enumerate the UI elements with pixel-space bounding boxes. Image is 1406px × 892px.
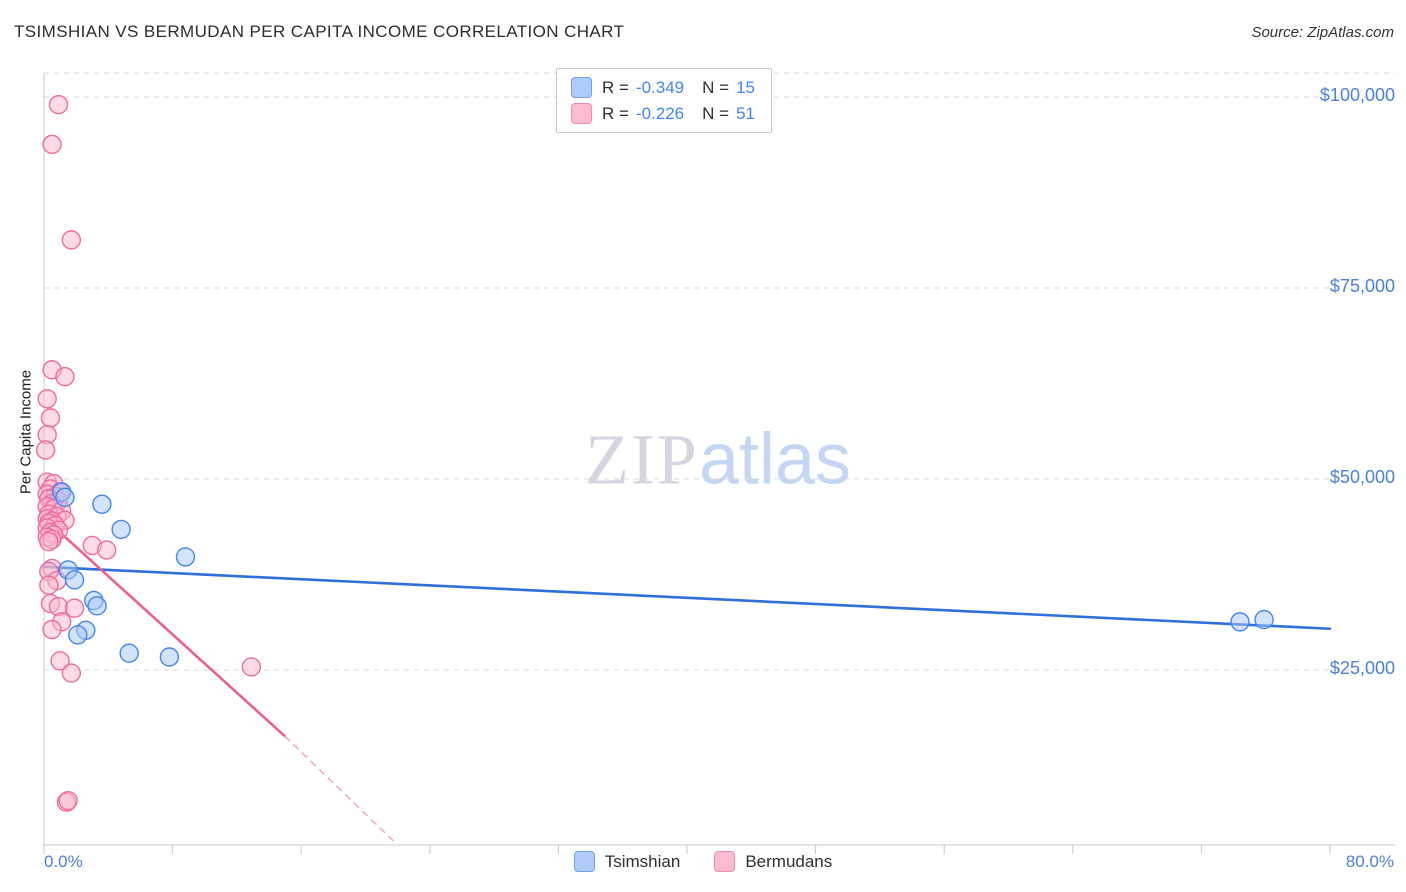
r-label: R = [602, 77, 629, 97]
r-value-bermudans: -0.226 [635, 103, 685, 123]
tsimshian-swatch-icon [571, 77, 592, 98]
page-title: TSIMSHIAN VS BERMUDAN PER CAPITA INCOME … [14, 22, 625, 41]
legend-item-bermudans: Bermudans [714, 851, 832, 872]
n-label: N = [702, 77, 730, 97]
bermudans-swatch-icon [714, 851, 736, 872]
y-tick-label-50000: $50,000 [1329, 467, 1395, 487]
series-legend: Tsimshian Bermudans [0, 851, 1406, 872]
n-label: N = [702, 103, 730, 123]
x-tick-label-min: 0.0% [44, 852, 83, 871]
y-tick-label-25000: $25,000 [1329, 658, 1395, 678]
y-axis-title: Per Capita Income [17, 369, 35, 495]
legend-item-tsimshian: Tsimshian [573, 851, 681, 872]
source-attribution: Source: ZipAtlas.com [1251, 24, 1394, 41]
n-value-bermudans: 51 [736, 103, 755, 123]
tsimshian-legend-label: Tsimshian [604, 851, 681, 871]
correlation-legend: R = -0.349 N = 15 R = -0.226 N = 51 [556, 68, 772, 133]
r-value-tsimshian: -0.349 [635, 77, 685, 97]
legend-row-bermudans: R = -0.226 N = 51 [571, 103, 755, 124]
bermudans-legend-label: Bermudans [745, 851, 833, 871]
x-tick-label-max: 80.0% [1345, 852, 1394, 871]
tsimshian-swatch-icon [573, 851, 595, 872]
y-tick-label-100000: $100,000 [1319, 85, 1395, 105]
y-tick-label-75000: $75,000 [1329, 276, 1395, 296]
r-label: R = [602, 103, 629, 123]
n-value-tsimshian: 15 [736, 77, 755, 97]
legend-row-tsimshian: R = -0.349 N = 15 [571, 77, 755, 98]
bermudans-swatch-icon [571, 103, 592, 124]
